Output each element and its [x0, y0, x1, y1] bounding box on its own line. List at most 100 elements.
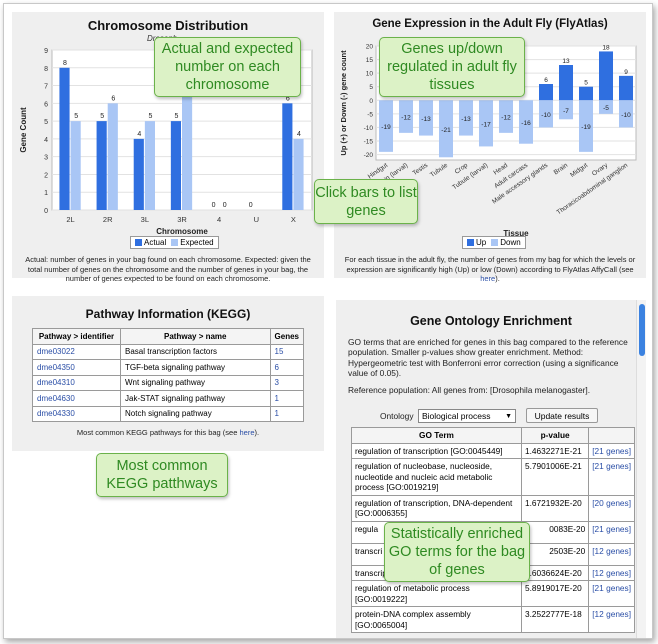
y-tick-label: 8	[44, 66, 48, 73]
y-tick-label: 7	[44, 84, 48, 91]
x-tick-label: 4	[217, 215, 221, 224]
pathway-name: Jak-STAT signaling pathway	[120, 390, 271, 407]
chromosome-caption: Actual: number of genes in your bag foun…	[25, 255, 311, 283]
go-genes-link[interactable]: [20 genes]	[588, 494, 635, 522]
pathway-genes-link[interactable]: 1	[269, 405, 305, 422]
table-row: regulation of transcription, DNA-depende…	[351, 494, 635, 522]
table-row: regulation of transcription [GO:0045449]…	[351, 442, 635, 459]
go-term: regulation of transcription, DNA-depende…	[351, 494, 522, 522]
x-axis-label: Tissue	[503, 229, 529, 238]
kegg-panel: Pathway Information (KEGG) Pathway > ide…	[12, 296, 324, 451]
flyatlas-legend: Up Down	[462, 236, 526, 249]
x-tick-label: Testis	[412, 161, 430, 177]
bar-down	[479, 100, 493, 147]
y-tick-label: -5	[367, 111, 373, 118]
go-pvalue: 3.6036624E-20	[520, 564, 590, 581]
bar-value-label: -19	[581, 124, 591, 131]
go-scrollbar-thumb[interactable]	[639, 304, 645, 356]
pathway-genes-link[interactable]: 6	[269, 359, 305, 376]
flyatlas-here-link[interactable]: here	[480, 274, 496, 283]
bar-value-label: 4	[137, 131, 141, 138]
bar-value-label: -12	[401, 115, 411, 122]
go-scrollbar[interactable]	[636, 300, 646, 638]
pathway-name: TGF-beta signaling pathway	[120, 359, 271, 376]
go-genes-link[interactable]: [12 genes]	[588, 542, 635, 566]
go-pvalue: 2503E-20	[520, 542, 590, 566]
kegg-header-row: Pathway > identifier Pathway > name Gene…	[32, 328, 305, 345]
flyatlas-caption: For each tissue in the adult fly, the nu…	[344, 255, 636, 283]
x-axis-label: Chromosome	[156, 227, 208, 236]
y-tick-label: 3	[44, 155, 48, 162]
go-genes-link[interactable]: [12 genes]	[588, 606, 635, 633]
legend-up: Up	[467, 238, 486, 247]
y-tick-label: 0	[369, 98, 373, 105]
bar-value-label: 5	[584, 80, 588, 87]
y-tick-label: 0	[44, 208, 48, 215]
pathway-genes-link[interactable]: 1	[269, 390, 305, 407]
y-tick-label: 5	[369, 84, 373, 91]
table-row: dme04350 TGF-beta signaling pathway 6	[32, 359, 305, 376]
update-results-button[interactable]: Update results	[526, 408, 598, 423]
y-tick-label: 4	[44, 137, 48, 144]
ontology-label: Ontology	[380, 411, 414, 421]
x-tick-label: 3R	[177, 215, 187, 224]
bar-value-label: 18	[602, 44, 610, 51]
pathway-id-link[interactable]: dme04350	[32, 359, 121, 376]
go-genes-link[interactable]: [21 genes]	[588, 458, 635, 496]
bar-value-label: 9	[624, 69, 628, 76]
go-genes-link[interactable]: [21 genes]	[588, 520, 635, 544]
go-term: protein-DNA complex assembly [GO:0065004…	[351, 606, 522, 633]
pathway-id-link[interactable]: dme03022	[32, 343, 121, 360]
x-tick-label: Tubule	[429, 162, 449, 179]
report-page: Chromosome Distribution Drosoph 01234567…	[3, 3, 653, 639]
bar-actual	[133, 138, 144, 210]
bar-value-label: 5	[174, 113, 178, 120]
y-tick-label: 5	[44, 119, 48, 126]
bar-value-label: 0	[249, 202, 253, 209]
pathway-genes-link[interactable]: 15	[269, 343, 305, 360]
bar-value-label: 0	[223, 202, 227, 209]
ontology-select[interactable]: Biological process ▼	[418, 409, 516, 423]
bar-up	[619, 75, 633, 101]
go-title: Gene Ontology Enrichment	[410, 314, 572, 328]
kegg-col-identifier: Pathway > identifier	[32, 328, 121, 345]
bar-expected	[70, 121, 81, 210]
table-row: dme04330 Notch signaling pathway 1	[32, 405, 305, 422]
go-panel: Gene Ontology Enrichment GO terms that a…	[336, 300, 646, 638]
go-pvalue: 5.8919017E-20	[520, 580, 590, 607]
pathway-id-link[interactable]: dme04630	[32, 390, 121, 407]
pathway-id-link[interactable]: dme04310	[32, 374, 121, 391]
bar-expected	[182, 85, 193, 210]
dropdown-arrow-icon: ▼	[505, 412, 512, 420]
go-pvalue: 1.6721932E-20	[520, 494, 590, 522]
table-row: dme04630 Jak-STAT signaling pathway 1	[32, 390, 305, 407]
bar-expected	[144, 121, 155, 210]
bar-down	[539, 100, 553, 128]
x-tick-label: 2R	[103, 215, 113, 224]
pathway-genes-link[interactable]: 3	[269, 374, 305, 391]
go-col-genes	[588, 427, 635, 444]
bar-value-label: 6	[286, 95, 290, 102]
y-tick-label: -15	[364, 139, 374, 146]
kegg-caption: Most common KEGG pathways for this bag (…	[76, 428, 260, 437]
bar-value-label: -10	[541, 112, 551, 119]
y-axis-label: Up (+) or Down (-) gene count	[339, 50, 348, 156]
kegg-here-link[interactable]: here	[239, 428, 255, 437]
bar-value-label: 5	[74, 113, 78, 120]
bar-value-label: -19	[381, 124, 391, 131]
bar-expected	[107, 103, 118, 210]
bar-up	[579, 86, 593, 101]
y-tick-label: 6	[44, 101, 48, 108]
x-tick-label: Tubule (larval)	[451, 162, 489, 191]
bar-value-label: -13	[461, 116, 471, 123]
bar-up	[539, 84, 553, 101]
x-tick-label: Brain	[553, 162, 570, 177]
bar-actual	[96, 121, 107, 210]
pathway-id-link[interactable]: dme04330	[32, 405, 121, 422]
go-genes-link[interactable]: [21 genes]	[588, 442, 635, 459]
go-genes-link[interactable]: [12 genes]	[588, 564, 635, 581]
bar-value-label: -10	[621, 112, 631, 119]
go-genes-link[interactable]: [21 genes]	[588, 580, 635, 607]
bar-down	[379, 100, 393, 152]
